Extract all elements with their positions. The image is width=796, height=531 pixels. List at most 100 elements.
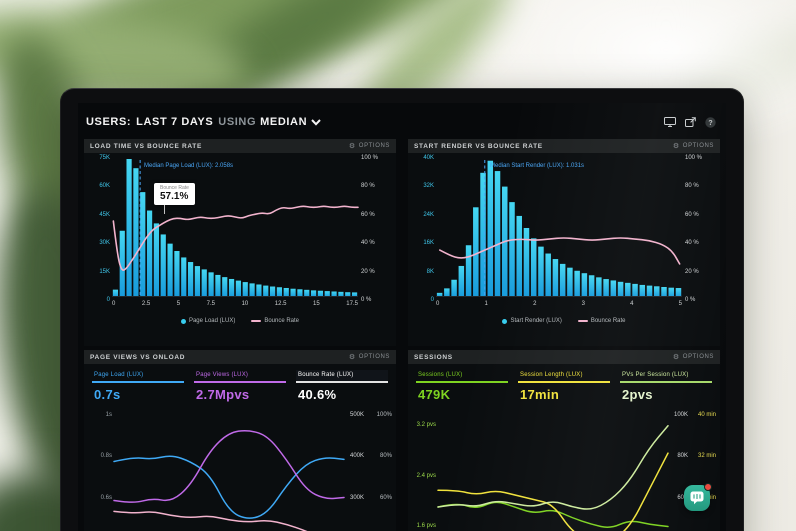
legend-item[interactable]: Page Load (LUX) [180, 318, 235, 324]
metric-page-load[interactable]: Page Load (LUX) 0.7s [92, 370, 184, 402]
dashboard-screen: USERS: LAST 7 DAYS USING MEDIAN [78, 103, 726, 531]
panel-title: LOAD TIME VS BOUNCE RATE [90, 142, 203, 150]
tick-label: 32 min [697, 453, 716, 460]
tick-label: 5 [176, 301, 181, 307]
tick-label: 24K [423, 211, 434, 218]
tick-label: 20 % [685, 268, 699, 275]
panel-title: START RENDER VS BOUNCE RATE [414, 142, 543, 150]
metric-pvs-per-session[interactable]: PVs Per Session (LUX) 2pvs [620, 370, 712, 402]
display-icon[interactable] [664, 117, 676, 127]
metric-bounce-rate[interactable]: Bounce Rate (LUX) 40.6% [296, 370, 388, 402]
tick-label: 3.2 pvs [416, 422, 436, 428]
dashboard-header: USERS: LAST 7 DAYS USING MEDIAN [86, 111, 720, 133]
tick-label: 0 [436, 301, 440, 307]
median-dropdown[interactable]: USING MEDIAN [218, 116, 321, 128]
y-axis-left: 1s0.8s0.6s0.4s [88, 412, 112, 531]
tick-label: 3 [581, 301, 585, 307]
chart-area [113, 416, 345, 531]
tick-label: 300K [349, 494, 364, 501]
panel-start-render: START RENDER VS BOUNCE RATE ⚙ OPTIONS 40K… [408, 139, 720, 346]
tick-label: 8K [426, 268, 434, 275]
series-dot-icon [180, 318, 186, 324]
series-line-icon [577, 320, 588, 322]
tick-label: 15K [99, 268, 110, 275]
help-icon[interactable]: ? [705, 116, 716, 128]
panel-header: PAGE VIEWS VS ONLOAD ⚙ OPTIONS [84, 350, 396, 364]
y-axis-left: 75K 60K 45K 30K 15K 0 [86, 155, 110, 303]
y-axis-right: 100 % 80 % 60 % 40 % 20 % 0 % [685, 155, 715, 303]
tick-label: 0 % [361, 296, 372, 303]
sessions-chart [437, 425, 669, 531]
metric-tiles: Sessions (LUX) 479K Session Length (LUX)… [416, 370, 712, 402]
legend-item[interactable]: Start Render (LUX) [502, 318, 562, 324]
chevron-down-icon [311, 118, 321, 126]
options-button[interactable]: ⚙ OPTIONS [672, 142, 714, 150]
chart-area [437, 416, 669, 531]
tick-label: 100K [673, 412, 688, 418]
tick-label: 40K [423, 155, 434, 161]
tick-label: 80 % [685, 183, 699, 190]
metric-session-length[interactable]: Session Length (LUX) 17min [518, 370, 610, 402]
tick-label: 4 [630, 301, 634, 307]
chat-launcher-button[interactable] [684, 483, 712, 511]
tick-label: 32K [423, 183, 434, 190]
tick-label: 1 [484, 301, 488, 307]
tick-label: 40 % [685, 240, 699, 247]
metric-page-views[interactable]: Page Views (LUX) 2.7Mpvs [194, 370, 286, 402]
tick-row: 400K 80% [346, 453, 392, 459]
tick-label: 2.5 [141, 301, 151, 307]
y-axis-right: 100 % 80 % 60 % 40 % 20 % 0 % [361, 155, 391, 303]
tick-row: 300K 60% [346, 495, 392, 501]
tick-label: 500K [349, 412, 364, 418]
using-label: USING [218, 116, 257, 128]
tick-label: 0.6s [100, 494, 112, 501]
laptop-bezel: USERS: LAST 7 DAYS USING MEDIAN [60, 88, 744, 531]
tick-label: 40 % [361, 240, 375, 247]
tick-label: 60 % [361, 211, 375, 218]
tick-label: 60K [99, 183, 110, 190]
tick-label: 1s [105, 412, 112, 418]
series-line-icon [251, 320, 262, 322]
tick-label: 0.8s [100, 453, 112, 460]
tick-label: 40 min [697, 412, 716, 418]
options-button[interactable]: ⚙ OPTIONS [348, 353, 390, 361]
panel-title: PAGE VIEWS VS ONLOAD [90, 353, 186, 361]
tick-label: 30K [99, 240, 110, 247]
tick-label: 45K [99, 211, 110, 218]
panel-page-views: PAGE VIEWS VS ONLOAD ⚙ OPTIONS Page Load … [84, 350, 396, 531]
median-annotation: Median Start Render (LUX): 1.031s [490, 163, 585, 169]
gear-icon: ⚙ [672, 142, 680, 150]
load-time-chart [112, 159, 359, 297]
tick-label: 400K [349, 453, 364, 460]
panel-header: LOAD TIME VS BOUNCE RATE ⚙ OPTIONS [84, 139, 396, 153]
tick-label: 17.5 [346, 301, 358, 307]
tick-label: 80% [379, 453, 392, 460]
share-icon[interactable] [685, 117, 696, 127]
options-button[interactable]: ⚙ OPTIONS [348, 142, 390, 150]
gear-icon: ⚙ [348, 353, 356, 361]
legend-item[interactable]: Bounce Rate [577, 318, 626, 324]
gear-icon: ⚙ [672, 353, 680, 361]
tick-label: 80 % [361, 183, 375, 190]
options-button[interactable]: ⚙ OPTIONS [672, 353, 714, 361]
tick-label: 0 [430, 296, 434, 303]
tick-label: 75K [99, 155, 110, 161]
panel-load-time: LOAD TIME VS BOUNCE RATE ⚙ OPTIONS 75K 60K… [84, 139, 396, 346]
start-render-chart [436, 160, 682, 297]
metric-tiles: Page Load (LUX) 0.7s Page Views (LUX) 2.… [92, 370, 388, 402]
tick-label: 60K [677, 494, 688, 501]
tick-row: 100K 40 min [670, 412, 716, 418]
tick-label: 5 [678, 301, 682, 307]
y-axis-left: 40K 32K 24K 16K 8K 0 [410, 155, 434, 303]
date-range-label: LAST 7 DAYS [136, 116, 214, 128]
series-dot-icon [502, 318, 508, 324]
tick-label: 16K [423, 240, 434, 247]
x-axis: 0 1 2 3 4 5 [436, 301, 682, 307]
tick-label: 2.4 pvs [416, 472, 436, 479]
tick-label: 15 [313, 301, 320, 307]
metric-sessions[interactable]: Sessions (LUX) 479K [416, 370, 508, 402]
legend-item[interactable]: Bounce Rate [251, 318, 299, 324]
